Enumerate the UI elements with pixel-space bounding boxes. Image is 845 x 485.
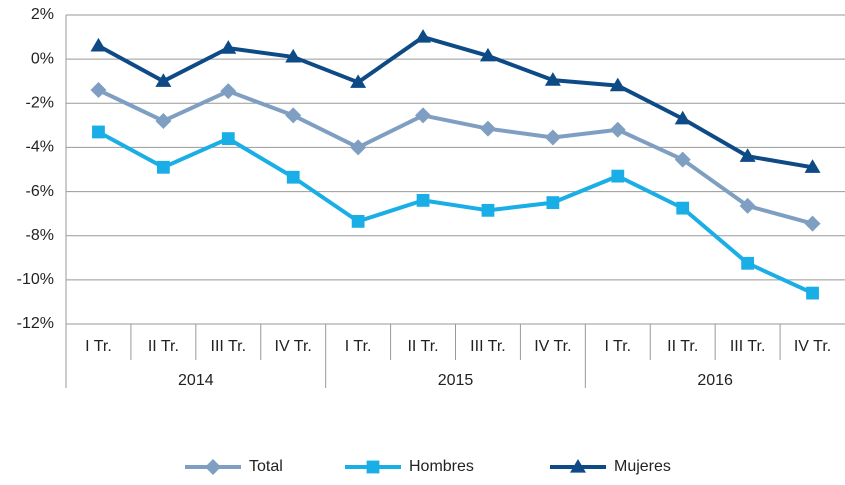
- marker: [415, 29, 432, 43]
- marker: [611, 169, 625, 183]
- x-tick-label: IV Tr.: [275, 338, 312, 355]
- marker: [366, 460, 380, 474]
- marker: [351, 214, 365, 228]
- series-line: [97, 88, 814, 226]
- marker: [609, 77, 626, 92]
- marker: [92, 125, 105, 139]
- marker: [90, 82, 107, 99]
- x-tick-label: II Tr.: [667, 338, 698, 355]
- marker: [739, 197, 756, 214]
- y-tick-label: 0%: [31, 50, 54, 67]
- group-label: 2015: [438, 372, 474, 389]
- marker: [674, 110, 691, 125]
- marker: [220, 83, 237, 100]
- marker: [804, 215, 821, 232]
- marker: [350, 74, 367, 88]
- marker: [285, 48, 302, 63]
- x-tick-label: I Tr.: [604, 338, 631, 355]
- marker: [155, 112, 172, 129]
- y-tick-label: -10%: [17, 271, 54, 288]
- marker: [220, 40, 237, 54]
- y-tick-label: -6%: [26, 183, 54, 200]
- x-tick-label: III Tr.: [211, 338, 247, 355]
- marker: [285, 107, 302, 124]
- marker: [804, 159, 821, 173]
- marker: [155, 73, 172, 87]
- x-tick-label: II Tr.: [148, 338, 179, 355]
- marker: [806, 286, 819, 300]
- x-tick-label: I Tr.: [345, 338, 372, 355]
- y-tick-label: -4%: [26, 139, 54, 156]
- legend-label: Total: [249, 458, 283, 475]
- marker: [286, 170, 300, 184]
- marker: [156, 160, 170, 174]
- group-label: 2016: [697, 372, 733, 389]
- marker: [609, 121, 626, 138]
- marker: [570, 459, 586, 473]
- y-tick-label: 2%: [31, 6, 54, 23]
- x-tick-label: IV Tr.: [794, 338, 831, 355]
- marker: [546, 196, 560, 210]
- marker: [479, 120, 496, 137]
- x-tick-label: III Tr.: [470, 338, 506, 355]
- marker: [415, 107, 432, 124]
- legend-label: Hombres: [409, 458, 474, 475]
- marker: [350, 139, 367, 156]
- legend-label: Mujeres: [614, 458, 671, 475]
- marker: [221, 132, 235, 145]
- marker: [205, 459, 221, 475]
- x-tick-label: III Tr.: [730, 338, 766, 355]
- marker: [739, 148, 756, 162]
- marker: [544, 129, 561, 146]
- group-label: 2014: [178, 372, 214, 389]
- x-tick-label: I Tr.: [85, 338, 112, 355]
- x-tick-label: II Tr.: [407, 338, 438, 355]
- marker: [741, 256, 755, 270]
- marker: [90, 37, 107, 52]
- marker: [674, 151, 691, 168]
- marker: [481, 203, 495, 217]
- marker: [676, 201, 690, 215]
- y-tick-label: -8%: [26, 227, 54, 244]
- series-line: [97, 35, 813, 170]
- marker: [544, 72, 561, 86]
- x-tick-label: IV Tr.: [534, 338, 571, 355]
- y-tick-label: -12%: [17, 315, 54, 332]
- marker: [479, 47, 496, 62]
- marker: [416, 194, 430, 207]
- y-tick-label: -2%: [26, 95, 54, 112]
- series-line: [97, 130, 814, 295]
